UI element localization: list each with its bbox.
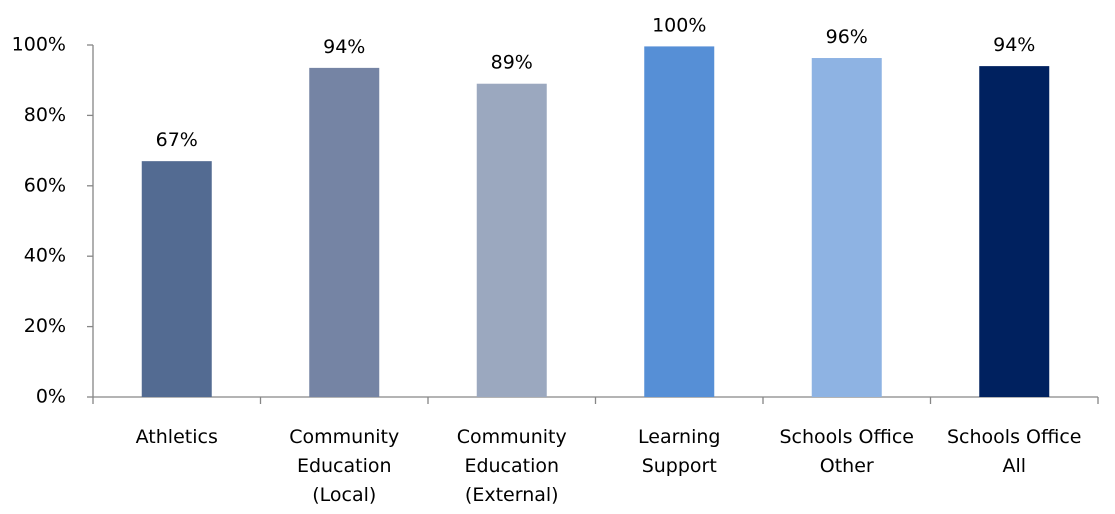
y-tick-label: 60% bbox=[24, 174, 66, 196]
bar bbox=[979, 66, 1050, 398]
category-label: Schools Office Other bbox=[780, 426, 914, 477]
category-label: Schools Office All bbox=[947, 426, 1081, 477]
category-label: Learning Support bbox=[638, 426, 721, 477]
bar bbox=[141, 161, 212, 397]
category-label-line: (External) bbox=[465, 484, 559, 506]
category-label-line: Education bbox=[297, 455, 392, 477]
data-label: 94% bbox=[993, 34, 1035, 56]
data-label: 94% bbox=[323, 36, 365, 58]
y-tick-label: 20% bbox=[24, 315, 66, 337]
data-label: 96% bbox=[826, 26, 868, 48]
category-label-line: Athletics bbox=[136, 426, 218, 448]
data-labels: 67% 94% 89% 100% 96% 94% bbox=[156, 14, 1036, 151]
y-axis: 0% 20% 40% 60% 80% 100% bbox=[12, 34, 94, 408]
category-label-line: Education bbox=[464, 455, 559, 477]
data-label: 89% bbox=[491, 52, 533, 74]
category-label: Community Education (External) bbox=[457, 426, 567, 506]
category-label: Athletics bbox=[136, 426, 218, 448]
bar bbox=[811, 58, 882, 398]
bars bbox=[141, 46, 1050, 398]
category-label-line: Community bbox=[457, 426, 567, 448]
category-label-line: Other bbox=[820, 455, 874, 477]
category-label-line: All bbox=[1002, 455, 1026, 477]
y-tick-label: 100% bbox=[12, 34, 66, 56]
bar bbox=[476, 83, 547, 397]
category-label-line: Support bbox=[642, 455, 717, 477]
x-axis bbox=[92, 396, 1099, 404]
category-label-line: Schools Office bbox=[780, 426, 914, 448]
y-tick-label: 80% bbox=[24, 104, 66, 126]
category-label-line: Learning bbox=[638, 426, 721, 448]
data-label: 67% bbox=[156, 129, 198, 151]
bar bbox=[309, 67, 380, 397]
category-label-line: Schools Office bbox=[947, 426, 1081, 448]
category-labels: Athletics Community Education (Local)Commun… bbox=[136, 426, 1082, 506]
y-tick-label: 40% bbox=[24, 245, 66, 267]
category-label-line: (Local) bbox=[312, 484, 376, 506]
data-label: 100% bbox=[652, 14, 706, 36]
category-label-line: Community bbox=[289, 426, 399, 448]
y-tick-label: 0% bbox=[36, 386, 66, 408]
bar bbox=[644, 46, 715, 398]
category-label: Community Education (Local) bbox=[289, 426, 399, 506]
